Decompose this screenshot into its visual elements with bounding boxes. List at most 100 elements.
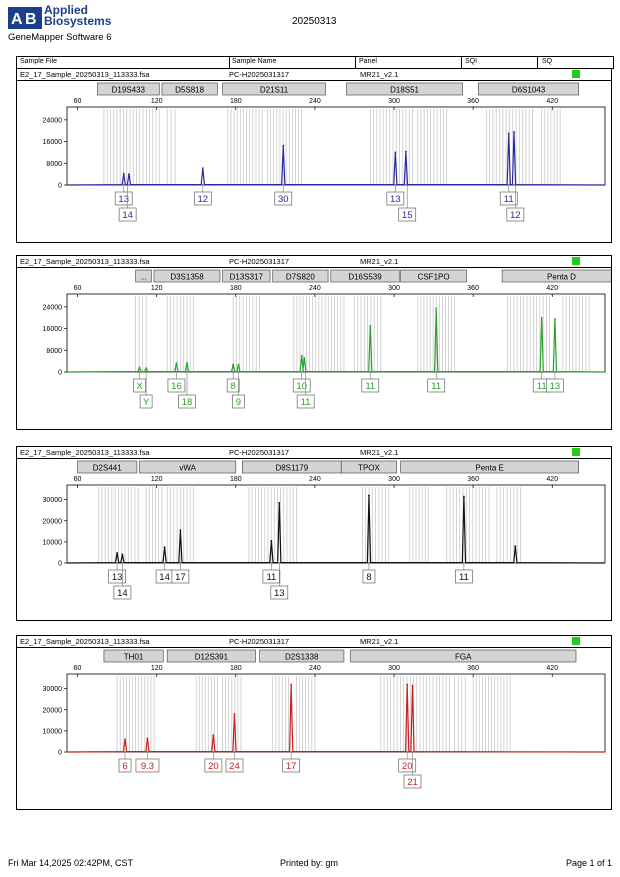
sample-file-name: E2_17_Sample_20250313_113333.fsa xyxy=(20,257,150,266)
locus-bar xyxy=(222,269,271,283)
locus-label: Penta E xyxy=(475,464,503,473)
y-tick-label: 10000 xyxy=(43,539,63,546)
panel-name: MR21_v2.1 xyxy=(360,257,399,266)
allele-box xyxy=(361,378,380,393)
panel-sample-info: E2_17_Sample_20250313_113333.fsa PC-H202… xyxy=(17,69,611,81)
x-tick-label: 60 xyxy=(74,665,82,672)
electropherogram-panel-red: E2_17_Sample_20250313_113333.fsa PC-H202… xyxy=(16,635,612,810)
peak-marker xyxy=(553,318,556,320)
allele-box xyxy=(506,207,525,222)
sizing-quality-indicator xyxy=(572,637,580,645)
locus-label: D3S1358 xyxy=(170,273,204,282)
allele-box xyxy=(171,569,190,584)
plot-frame xyxy=(66,293,606,373)
allele-label: 12 xyxy=(510,210,521,221)
locus-label: D2S441 xyxy=(93,464,122,473)
x-tick-label: 60 xyxy=(74,98,82,105)
y-tick-label: 0 xyxy=(58,370,62,377)
peak-marker xyxy=(513,131,515,133)
peak-marker xyxy=(201,167,204,170)
locus-label: TH01 xyxy=(124,653,144,662)
peak-marker xyxy=(514,545,517,548)
footer-printed-by: Printed by: gm xyxy=(280,858,339,868)
plot-frame xyxy=(66,484,606,564)
locus-label: FGA xyxy=(455,653,472,662)
allele-label: 16 xyxy=(171,381,182,392)
locus-bar xyxy=(153,269,221,283)
peak-marker xyxy=(394,151,397,154)
report-header: A B Applied Biosystems GeneMapper Softwa… xyxy=(0,0,620,48)
allele-label: 8 xyxy=(230,381,235,392)
locus-label: vWA xyxy=(179,464,196,473)
allele-label: 24 xyxy=(229,761,240,772)
locus-bar xyxy=(96,82,160,96)
allele-label: 11 xyxy=(459,572,469,583)
peak-marker xyxy=(233,713,236,715)
sample-name: PC-H2025031317 xyxy=(229,448,290,457)
allele-label: 9 xyxy=(236,397,241,408)
allele-box xyxy=(178,394,196,409)
allele-box xyxy=(499,191,518,206)
locus-bar xyxy=(259,649,345,663)
sizing-quality-indicator xyxy=(572,257,580,265)
allele-label: 8 xyxy=(366,572,371,583)
x-tick-label: 120 xyxy=(151,98,163,105)
allele-box xyxy=(226,378,240,393)
x-tick-label: 360 xyxy=(467,285,479,292)
allele-label: 11 xyxy=(365,381,375,392)
locus-bar xyxy=(135,269,152,283)
allele-label: 11 xyxy=(431,381,441,392)
allele-label: 17 xyxy=(175,572,186,583)
allele-box xyxy=(108,569,126,584)
x-tick-label: 240 xyxy=(309,665,321,672)
locus-label: D19S433 xyxy=(112,86,146,95)
plot-frame xyxy=(66,106,606,186)
allele-bins xyxy=(98,487,522,563)
brand-line-1: Applied xyxy=(44,3,88,17)
y-tick-label: 10000 xyxy=(43,728,63,735)
locus-label: ... xyxy=(140,273,147,282)
y-tick-label: 30000 xyxy=(43,497,63,504)
allele-box xyxy=(113,585,132,600)
allele-label: 13 xyxy=(118,194,129,205)
peak-marker xyxy=(282,144,285,147)
signal-trace xyxy=(66,132,606,186)
allele-label: 13 xyxy=(550,381,561,392)
allele-box xyxy=(546,378,564,393)
y-tick-label: 24000 xyxy=(43,304,63,311)
y-tick-label: 16000 xyxy=(43,139,63,146)
peak-marker xyxy=(368,494,370,497)
chart-green: ... D3S1358 D13S317 D7S820 D16S539 CSF1PO Pent… xyxy=(43,269,611,409)
y-tick-label: 20000 xyxy=(43,707,63,714)
applied-biosystems-logo-icon: A B xyxy=(8,7,42,29)
panel-name: MR21_v2.1 xyxy=(360,637,399,646)
allele-box xyxy=(135,758,160,773)
locus-label: D7S820 xyxy=(286,273,315,282)
allele-box xyxy=(133,378,146,393)
signal-trace xyxy=(66,495,606,564)
panel-name: MR21_v2.1 xyxy=(360,448,399,457)
y-tick-label: 16000 xyxy=(43,326,63,333)
peak-marker xyxy=(128,173,130,176)
y-tick-label: 0 xyxy=(58,561,62,568)
peak-marker xyxy=(122,172,125,175)
locus-bar xyxy=(400,460,579,474)
peak-marker xyxy=(290,683,293,686)
signal-trace xyxy=(66,308,606,373)
allele-box xyxy=(118,207,137,222)
x-tick-label: 360 xyxy=(467,476,479,483)
footer-page-number: Page 1 of 1 xyxy=(566,858,613,868)
x-tick-label: 180 xyxy=(230,98,242,105)
locus-label: Penta D xyxy=(547,273,576,282)
allele-label: X xyxy=(136,381,143,392)
peak-marker xyxy=(300,354,303,357)
report-date-title: 20250313 xyxy=(292,16,337,27)
locus-bar xyxy=(272,269,329,283)
allele-box xyxy=(398,758,417,773)
allele-label: 6 xyxy=(122,761,127,772)
sample-name: PC-H2025031317 xyxy=(229,637,290,646)
allele-box xyxy=(167,378,186,393)
peak-marker xyxy=(121,553,124,556)
x-tick-label: 120 xyxy=(151,285,163,292)
locus-bar xyxy=(501,269,611,283)
